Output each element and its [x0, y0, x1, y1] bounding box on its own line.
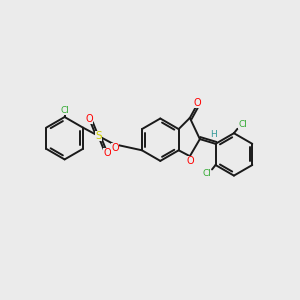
Text: O: O: [103, 148, 111, 158]
Text: H: H: [210, 130, 216, 140]
Text: Cl: Cl: [202, 169, 211, 178]
Text: O: O: [186, 157, 194, 166]
Text: O: O: [111, 143, 119, 153]
Text: S: S: [95, 131, 102, 141]
Text: Cl: Cl: [60, 106, 69, 115]
Text: O: O: [194, 98, 202, 108]
Text: O: O: [85, 114, 93, 124]
Text: Cl: Cl: [238, 121, 247, 130]
